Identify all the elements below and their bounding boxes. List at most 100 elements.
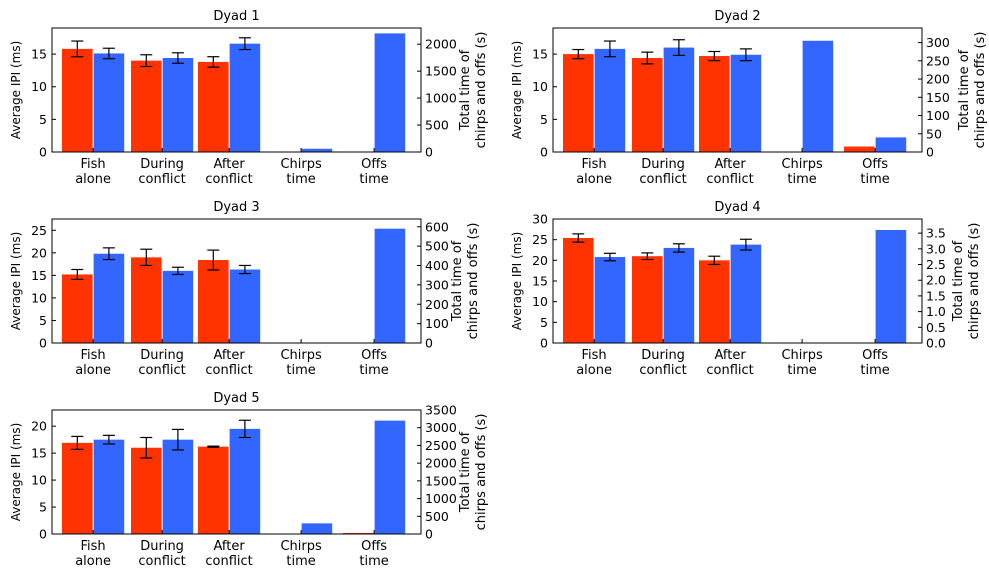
panel-3: Dyad 3 0 5 10 15 20 25 0 100 200 300 400 500 600 Fish a…	[9, 200, 481, 378]
error-bar	[708, 255, 721, 266]
x-tick-label: After conflict	[205, 539, 252, 569]
x-tick-label: During conflict	[138, 157, 185, 187]
y-tick-label: 10	[532, 294, 548, 309]
panel-5: Dyad 5 0 5 10 15 20 0 500 1000 1500 2000 2500 3000 35…	[9, 391, 489, 569]
error-bar	[71, 40, 84, 58]
y-axis-label: Average IPI (ms)	[9, 232, 23, 331]
y-tick-label: 25	[532, 232, 548, 247]
error-bar	[238, 37, 251, 51]
x-tick-label: During conflict	[639, 157, 686, 187]
y2-tick-label: 2000	[425, 37, 457, 52]
axes-frame	[51, 218, 422, 344]
x-tick-label: After conflict	[706, 348, 753, 378]
bar-ipi-fish2	[162, 439, 194, 534]
x-tick-label: Offs time	[359, 348, 388, 378]
y2-tick-label: 200	[926, 72, 950, 87]
error-bar	[207, 56, 220, 68]
x-tick-label: During conflict	[138, 348, 185, 378]
error-bar	[238, 264, 251, 275]
y-tick-label: 15	[31, 446, 47, 461]
y2-tick-label: 2500	[425, 438, 457, 453]
panel-title: Dyad 4	[714, 200, 760, 215]
bar-ipi-fish2	[663, 47, 695, 152]
y2-tick-label: 1000	[425, 491, 457, 506]
y2-tick-label: 1000	[425, 91, 457, 106]
bar-ipi-fish1	[62, 48, 93, 152]
y2-axis-label: Total time ofchirps and offs (s)	[458, 32, 489, 149]
x-tick-label: Chirps time	[280, 539, 322, 569]
x-tick-label: Fish alone	[75, 539, 111, 569]
x-tick-label: Fish alone	[75, 157, 111, 187]
bar-ipi-fish2	[93, 439, 125, 534]
y2-tick-label: 0	[425, 145, 433, 160]
bar-ipi-fish2	[229, 43, 261, 152]
y-axis-label: Average IPI (ms)	[510, 41, 524, 140]
y-tick-label: 0	[540, 145, 548, 160]
error-bar	[207, 249, 220, 271]
y-tick-label: 10	[31, 79, 47, 94]
bar-ipi-fish2	[730, 54, 762, 152]
error-bar	[140, 54, 153, 68]
y-tick-label: 15	[532, 47, 548, 62]
x-tick-label: After conflict	[706, 157, 753, 187]
bar-ipi-fish2	[162, 58, 194, 152]
y2-tick-label: 300	[425, 277, 449, 292]
bar-time-fish1	[844, 146, 875, 152]
bar-ipi-fish1	[563, 238, 594, 343]
y2-tick-label: 2.5	[926, 257, 946, 272]
x-tick-label: Fish alone	[75, 348, 111, 378]
error-bar	[739, 48, 752, 62]
x-tick-label: Offs time	[860, 157, 889, 187]
y2-tick-label: 100	[926, 108, 950, 123]
x-tick-label: After conflict	[205, 348, 252, 378]
x-tick-label: Fish alone	[576, 348, 612, 378]
bar-ipi-fish2	[594, 257, 626, 343]
x-tick-label: Chirps time	[781, 348, 823, 378]
bar-ipi-fish1	[198, 61, 229, 152]
bar-time-fish2	[374, 33, 406, 152]
bar-ipi-fish2	[229, 428, 261, 534]
y-tick-label: 5	[540, 315, 548, 330]
y2-tick-label: 3000	[425, 420, 457, 435]
y2-tick-label: 200	[425, 297, 449, 312]
panel-1: Dyad 1 0 5 10 15 0 500 1000 1500 2000 Fish alone Dur…	[9, 9, 489, 187]
error-bar	[140, 436, 153, 459]
bar-ipi-fish2	[93, 53, 125, 152]
y2-tick-label: 400	[425, 258, 449, 273]
y-tick-label: 30	[532, 212, 548, 227]
error-bar	[572, 48, 585, 60]
bar-time-fish2	[374, 420, 406, 534]
bar-time-fish2	[301, 523, 333, 534]
error-bar	[171, 266, 184, 276]
x-tick-label: Offs time	[860, 348, 889, 378]
error-bar	[603, 252, 616, 262]
error-bar	[71, 268, 84, 281]
x-tick-label: Offs time	[359, 157, 388, 187]
y2-tick-label: 3500	[425, 403, 457, 418]
error-bar	[238, 419, 251, 439]
y-tick-label: 20	[31, 419, 47, 434]
y2-tick-label: 300	[926, 35, 950, 50]
x-tick-label: Chirps time	[781, 157, 823, 187]
bar-ipi-fish1	[632, 256, 663, 343]
bar-ipi-fish1	[699, 56, 730, 152]
axes-frame	[51, 27, 422, 153]
y2-tick-label: 0	[425, 527, 433, 542]
y-tick-label: 10	[31, 473, 47, 488]
bar-time-fish2	[802, 40, 834, 152]
bar-time-fish2	[374, 228, 406, 343]
y-tick-label: 15	[31, 268, 47, 283]
y-axis-label: Average IPI (ms)	[9, 41, 23, 140]
y-tick-label: 5	[39, 313, 47, 328]
error-bar	[207, 445, 220, 448]
x-tick-label: Fish alone	[576, 157, 612, 187]
error-bar	[71, 435, 84, 450]
y2-tick-label: 0.0	[926, 336, 946, 351]
y-tick-label: 0	[39, 527, 47, 542]
panel-title: Dyad 1	[213, 9, 259, 24]
y2-axis-label: Total time ofchirps and offs (s)	[458, 414, 489, 531]
y-tick-label: 20	[532, 253, 548, 268]
y2-tick-label: 500	[425, 118, 449, 133]
